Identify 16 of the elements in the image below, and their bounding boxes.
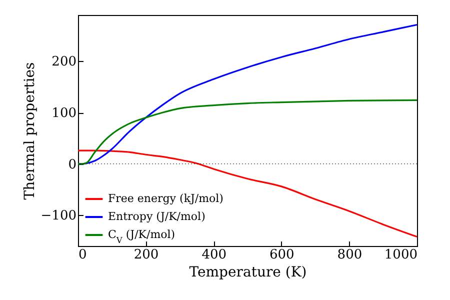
y-tick-label: −100 (40, 208, 76, 224)
y-tick-label: 0 (68, 157, 76, 172)
x-tick-label: 800 (337, 248, 362, 262)
legend-label: Entropy (J/K/mol) (108, 210, 206, 223)
y-tick-label: 100 (52, 106, 76, 122)
x-tick-label: 400 (202, 248, 227, 262)
x-tick-label: 600 (269, 248, 294, 262)
y-tick-label: 200 (52, 54, 76, 70)
x-tick-label: 200 (134, 248, 159, 262)
line-series (77, 99, 418, 165)
legend-label: C$_{V}$ (J/K/mol) (108, 228, 176, 245)
y-axis-title: Thermal properties (22, 62, 38, 200)
x-tick-label: 1000 (384, 248, 418, 262)
x-tick-label: 0 (78, 248, 87, 262)
legend-label: Free energy (kJ/mol) (108, 192, 224, 205)
x-axis-title: Temperature (K) (189, 264, 307, 280)
